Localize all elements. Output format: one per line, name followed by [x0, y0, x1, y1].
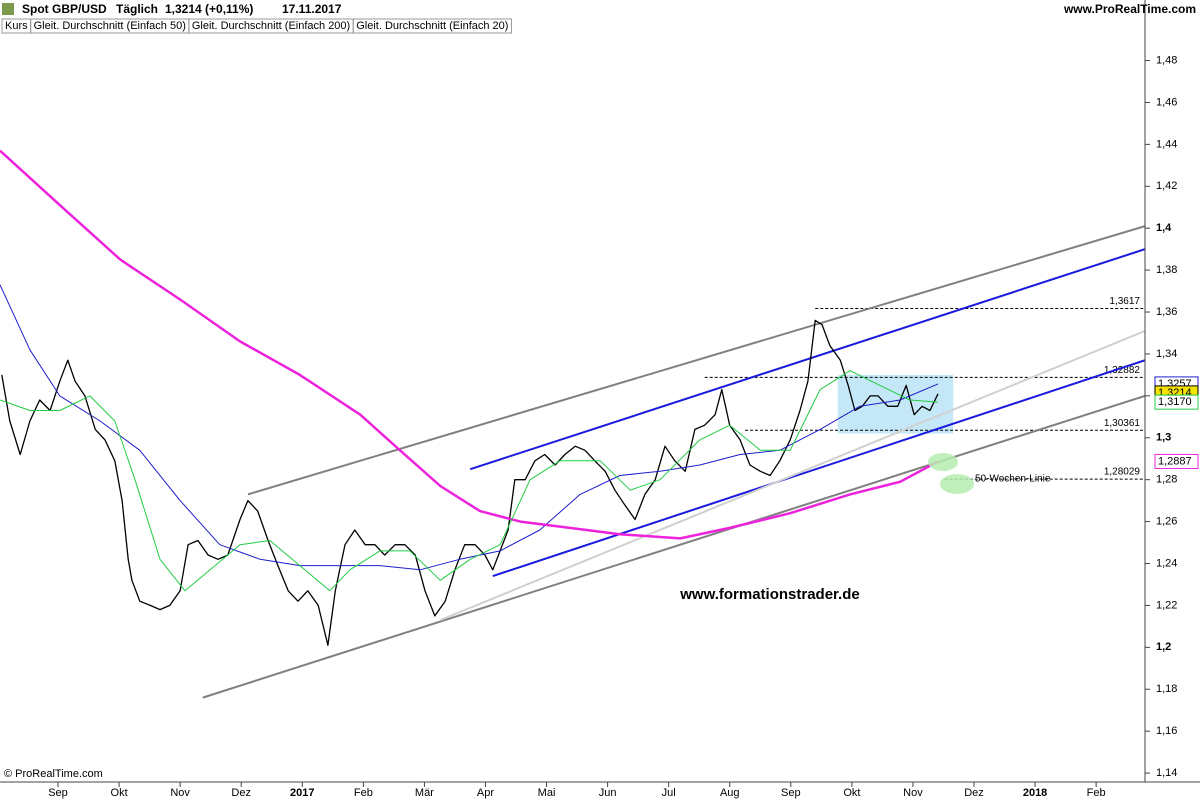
y-tick-label: 1,24: [1156, 557, 1177, 569]
level-label: 1,3617: [1109, 296, 1140, 307]
x-tick-label: Mai: [538, 787, 556, 799]
x-tick-label: Nov: [903, 787, 923, 799]
annotation: 50-Wochen-Linie: [975, 474, 1051, 485]
price-label-box: [1154, 453, 1199, 469]
y-tick-label: 1,44: [1156, 138, 1177, 150]
legend-box: [352, 18, 512, 34]
x-tick-label: Jun: [599, 787, 617, 799]
x-tick-label: Jul: [662, 787, 676, 799]
header: Spot GBP/USD Täglich 1,3214 (+0,11%) 17.…: [2, 2, 1196, 16]
trendline: [202, 394, 1146, 699]
x-tick-label: Dez: [964, 787, 984, 799]
y-tick-label: 1,18: [1156, 683, 1177, 695]
legend-label: Kurs: [5, 20, 28, 32]
y-tick-label: 1,38: [1156, 264, 1177, 276]
price-label: 1,2887: [1158, 455, 1192, 467]
series-line: [0, 149, 939, 540]
y-tick-label: 1,22: [1156, 599, 1177, 611]
copyright: © ProRealTime.com: [4, 768, 103, 780]
level-label: 1,30361: [1104, 418, 1141, 429]
y-tick-label: 1,42: [1156, 180, 1177, 192]
trendline: [492, 359, 1146, 578]
last-quote: 1,3214 (+0,11%): [165, 2, 253, 16]
price-label: 1,3170: [1158, 396, 1192, 408]
x-tick-label: Apr: [477, 787, 494, 799]
x-tick-label: Okt: [843, 787, 860, 799]
title: Spot GBP/USD: [22, 2, 107, 16]
y-tick-label: 1,4: [1156, 222, 1172, 234]
x-tick-label: Sep: [781, 787, 801, 799]
source: www.ProRealTime.com: [1063, 2, 1196, 16]
date: 17.11.2017: [282, 2, 342, 16]
x-tick-label: Sep: [48, 787, 68, 799]
y-tick-label: 1,46: [1156, 96, 1177, 108]
legend-label: Gleit. Durchschnitt (Einfach 200): [192, 20, 350, 32]
y-tick-label: 1,3: [1156, 432, 1171, 444]
series-line: [1, 319, 939, 646]
x-tick-label: Okt: [111, 787, 128, 799]
legend-label: Gleit. Durchschnitt (Einfach 50): [34, 20, 186, 32]
y-tick-label: 1,36: [1156, 306, 1177, 318]
level-label: 1,28029: [1104, 467, 1141, 478]
y-tick-label: 1,48: [1156, 54, 1177, 66]
marker-ellipse: [928, 453, 958, 471]
legend: Kurs Gleit. Durchschnitt (Einfach 50) Glei…: [1, 18, 512, 34]
y-tick-label: 1,14: [1156, 767, 1177, 779]
watermark: www.formationstrader.de: [679, 586, 859, 603]
x-tick-label: Nov: [170, 787, 190, 799]
trendline: [439, 329, 1146, 622]
series-line: [0, 370, 939, 592]
price-label-box: [1154, 394, 1199, 410]
y-tick-label: 1,16: [1156, 725, 1177, 737]
x-tick-label: Feb: [354, 787, 373, 799]
trendline: [469, 248, 1146, 471]
plot-area: 1,3617 1,32882 1,30361 1,28029: [0, 149, 1146, 699]
x-tick-label: Feb: [1087, 787, 1106, 799]
level-label: 1,32882: [1104, 365, 1141, 376]
icon: [2, 3, 14, 15]
x-tick-label: Dez: [231, 787, 251, 799]
period: Täglich: [116, 2, 158, 16]
x-tick-label: Mär: [415, 787, 434, 799]
y-tick-label: 1,34: [1156, 348, 1177, 360]
y-tick-label: 1,26: [1156, 516, 1177, 528]
x-tick-label: 2018: [1023, 787, 1047, 799]
legend-label: Gleit. Durchschnitt (Einfach 20): [356, 20, 508, 32]
x-tick-label: Aug: [720, 787, 740, 799]
marker-ellipse: [940, 474, 974, 494]
y-tick-label: 1,28: [1156, 474, 1177, 486]
y-tick-label: 1,2: [1156, 641, 1171, 653]
x-tick-label: 2017: [290, 787, 314, 799]
highlight-box: [837, 374, 954, 434]
